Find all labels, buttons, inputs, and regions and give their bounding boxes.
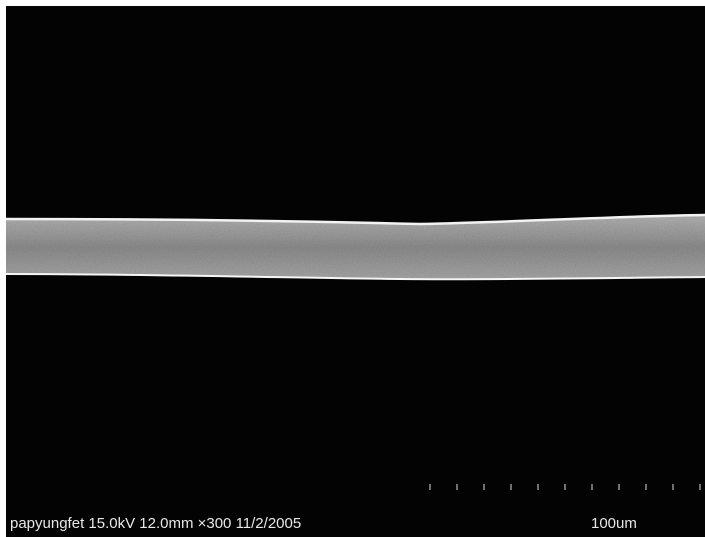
fiber-edge-bottom <box>5 273 705 281</box>
fiber <box>6 215 705 280</box>
caption: papyungfet 15.0kV 12.0mm ×300 11/2/2005 <box>10 515 301 532</box>
fiber-edge-top <box>5 213 705 226</box>
scale-label: 100um <box>591 515 637 532</box>
scale-ticks <box>429 484 701 490</box>
